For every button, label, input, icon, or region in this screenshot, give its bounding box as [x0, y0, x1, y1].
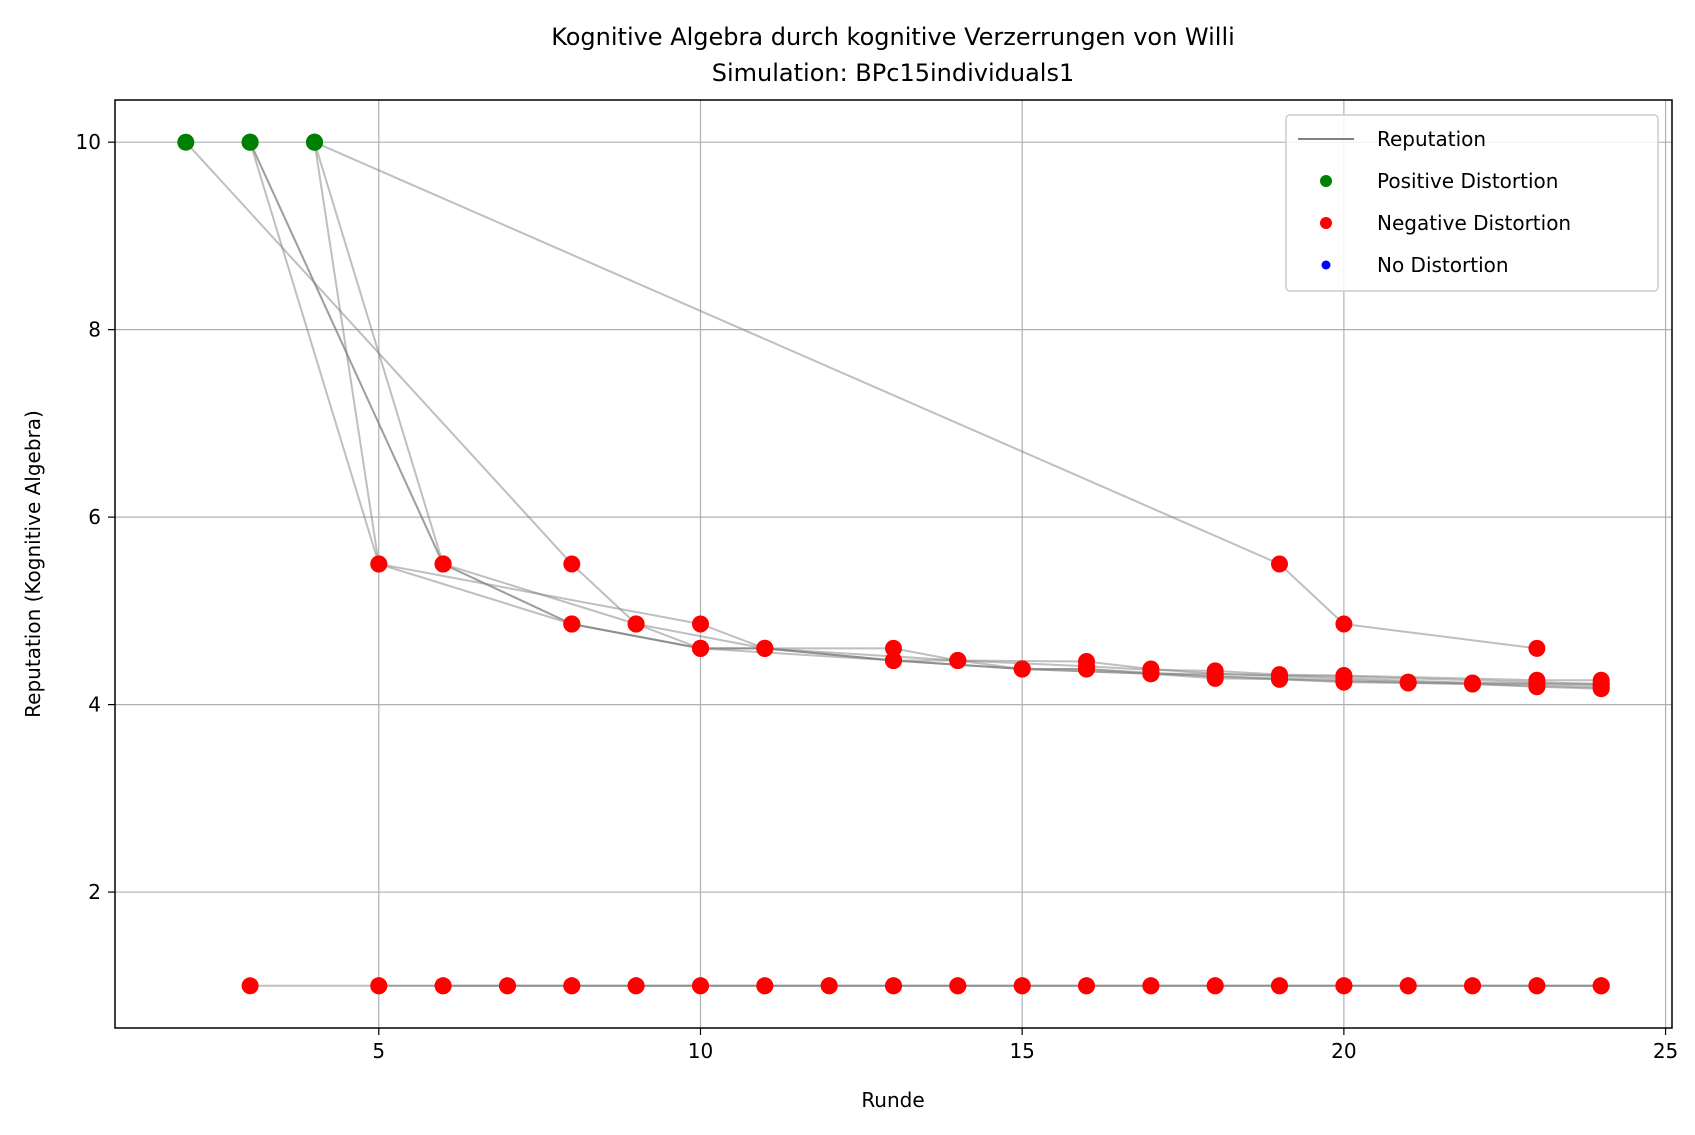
negative-distortion-point [563, 615, 581, 633]
legend-reputation-label: Reputation [1377, 127, 1486, 151]
negative-distortion-point [1013, 977, 1031, 995]
negative-distortion-point [1335, 669, 1353, 687]
negative-distortion-point [820, 977, 838, 995]
negative-distortion-point [563, 555, 581, 573]
negative-distortion-point [885, 977, 902, 995]
y-axis-label: Reputation (Kognitive Algebra) [21, 410, 45, 718]
negative-distortion-point [1528, 671, 1546, 689]
negative-distortion-point [1592, 977, 1610, 995]
legend-box [1285, 114, 1659, 292]
legend-positive-label: Positive Distortion [1377, 169, 1558, 193]
negative-distortion-point [370, 555, 388, 573]
negative-distortion-point [1013, 660, 1031, 678]
negative-distortion-point [1464, 977, 1481, 995]
negative-distortion-point [1271, 555, 1288, 573]
negative-distortion-point [1528, 639, 1546, 657]
x-tick-label: 20 [1331, 1039, 1356, 1063]
y-tick-label: 6 [88, 505, 101, 529]
y-tick-label: 4 [88, 693, 101, 717]
negative-distortion-point [1206, 665, 1224, 683]
data-points [177, 133, 1610, 995]
negative-distortion-point [1271, 977, 1288, 995]
negative-distortion-point [692, 977, 709, 995]
legend-none-label: No Distortion [1377, 253, 1509, 277]
negative-distortion-point [1528, 977, 1546, 995]
positive-distortion-point [241, 133, 259, 151]
legend-negative-label: Negative Distortion [1377, 211, 1571, 235]
reputation-line-4 [249, 141, 1602, 689]
negative-distortion-point [949, 977, 967, 995]
negative-distortion-point [885, 639, 902, 657]
y-tick-label: 8 [88, 318, 101, 342]
negative-distortion-point [434, 555, 452, 573]
legend-negative-swatch [1320, 217, 1332, 229]
negative-distortion-point [1206, 977, 1224, 995]
y-tick-label: 10 [76, 130, 101, 154]
negative-distortion-point [1078, 977, 1095, 995]
negative-distortion-point [1078, 657, 1095, 675]
legend: Reputation Positive Distortion Negative … [1285, 114, 1659, 292]
negative-distortion-point [756, 977, 774, 995]
negative-distortion-point [692, 615, 709, 633]
reputation-line-7 [314, 141, 1538, 650]
negative-distortion-point [1399, 977, 1417, 995]
negative-distortion-point [1399, 673, 1417, 691]
negative-distortion-point [241, 977, 259, 995]
negative-distortion-point [692, 639, 709, 657]
legend-positive-swatch [1320, 175, 1332, 187]
x-axis-ticks: 5 10 15 20 25 [372, 1028, 1678, 1063]
negative-distortion-point [756, 639, 774, 657]
y-axis-ticks: 2 4 6 8 10 [76, 130, 115, 904]
chart-title: Kognitive Algebra durch kognitive Verzer… [551, 23, 1235, 51]
x-tick-label: 25 [1653, 1039, 1678, 1063]
negative-distortion-point [499, 977, 516, 995]
chart-subtitle: Simulation: BPc15individuals1 [712, 59, 1074, 87]
negative-distortion-point [885, 652, 902, 669]
negative-distortion-point [627, 977, 645, 995]
negative-distortion-point [434, 977, 452, 995]
plot-frame [114, 99, 1673, 1029]
negative-distortion-point [1271, 666, 1288, 684]
negative-distortion-point [1142, 665, 1160, 683]
negative-distortion-point [1335, 615, 1353, 633]
legend-none-swatch [1321, 260, 1331, 270]
positive-distortion-point [177, 133, 195, 151]
negative-distortion-point [563, 977, 581, 995]
x-axis-label: Runde [861, 1088, 924, 1112]
negative-distortion-point [1335, 977, 1353, 995]
x-tick-label: 10 [688, 1039, 713, 1063]
negative-distortion-point [949, 652, 967, 669]
x-tick-label: 15 [1009, 1039, 1034, 1063]
negative-distortion-point [1464, 674, 1481, 692]
x-tick-label: 5 [372, 1039, 385, 1063]
negative-distortion-point [1592, 675, 1610, 693]
negative-distortion-point [1142, 977, 1160, 995]
reputation-line-5 [313, 142, 1602, 682]
negative-distortion-point [370, 977, 388, 995]
negative-distortion-point [627, 615, 645, 633]
y-tick-label: 2 [88, 880, 101, 904]
positive-distortion-point [306, 133, 323, 151]
